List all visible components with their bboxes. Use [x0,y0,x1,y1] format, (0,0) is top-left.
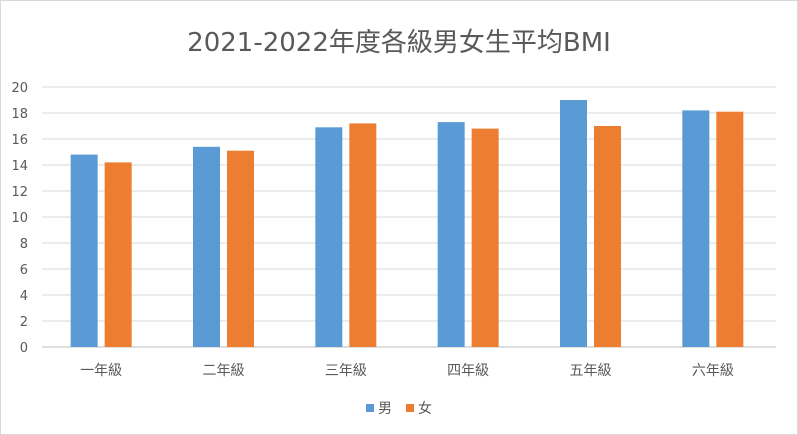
legend-item-female: 女 [406,398,432,418]
bar-female [716,111,744,347]
legend-swatch-female [406,404,414,412]
y-tick-label: 0 [20,341,28,356]
y-tick-label: 10 [11,211,28,226]
y-tick-label: 12 [11,185,28,200]
x-tick-label: 二年級 [203,363,245,379]
bar-female [104,162,132,347]
y-tick-label: 16 [11,133,28,148]
y-tick-label: 14 [11,159,28,174]
bar-male [560,100,587,347]
chart-title: 2021-2022年度各級男女生平均BMI [187,28,611,58]
x-tick-label: 六年級 [692,363,734,379]
bar-female [349,123,377,348]
legend: 男 女 [0,398,798,418]
legend-label-male: 男 [378,401,392,417]
y-tick-label: 6 [20,263,28,278]
legend-swatch-male [366,404,374,412]
y-tick-label: 18 [11,107,28,122]
y-tick-label: 8 [20,237,28,252]
bar-male [193,146,220,347]
legend-item-male: 男 [366,398,392,418]
x-tick-label: 三年級 [325,363,367,379]
bar-female [227,150,254,347]
x-tick-label: 四年級 [447,363,489,379]
legend-label-female: 女 [418,401,432,417]
y-tick-label: 4 [20,289,28,304]
y-tick-label: 2 [20,315,28,330]
bar-female [471,128,499,347]
y-tick-label: 20 [11,81,28,96]
bar-male [682,110,710,348]
x-tick-label: 一年級 [80,363,122,379]
bar-female [594,126,621,347]
bar-male [315,127,343,347]
x-tick-label: 五年級 [570,363,612,379]
bar-male [70,154,98,347]
bar-male [437,122,465,347]
